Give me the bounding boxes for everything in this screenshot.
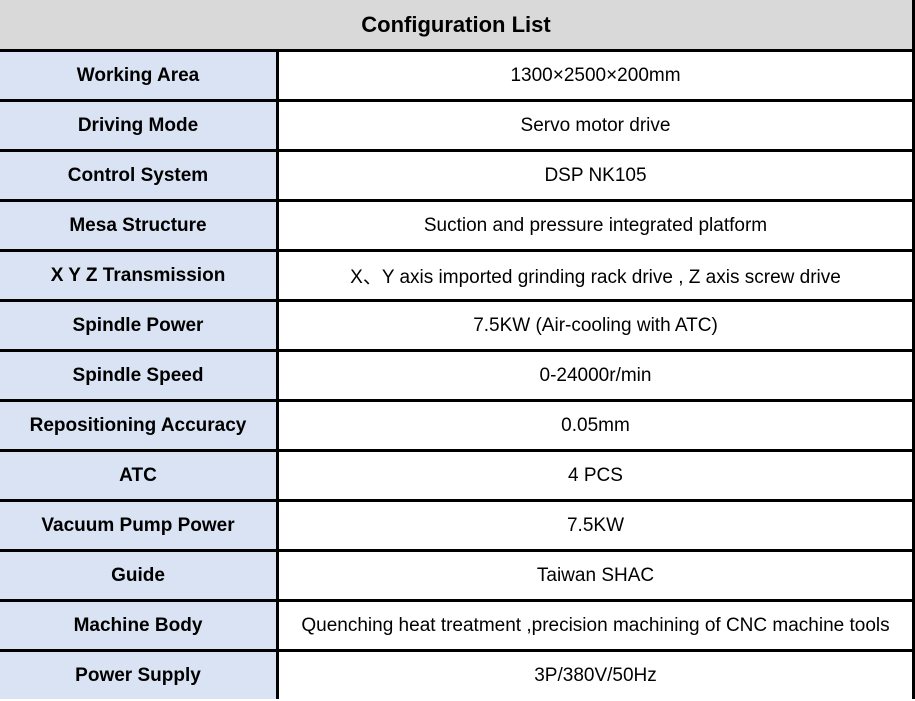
row-label: Spindle Speed [0, 352, 279, 399]
row-value: 1300×2500×200mm [279, 52, 915, 99]
row-value: X、Y axis imported grinding rack drive , … [279, 252, 915, 299]
row-value: Taiwan SHAC [279, 552, 915, 599]
table-row: Spindle Speed 0-24000r/min [0, 352, 915, 402]
row-label: Guide [0, 552, 279, 599]
row-label: Mesa Structure [0, 202, 279, 249]
table-row: Driving Mode Servo motor drive [0, 102, 915, 152]
table-row: Repositioning Accuracy 0.05mm [0, 402, 915, 452]
row-value: 7.5KW [279, 502, 915, 549]
row-value: 7.5KW (Air-cooling with ATC) [279, 302, 915, 349]
row-label: ATC [0, 452, 279, 499]
row-label: Working Area [0, 52, 279, 99]
table-row: X Y Z Transmission X、Y axis imported grin… [0, 252, 915, 302]
row-label: Control System [0, 152, 279, 199]
row-label: Vacuum Pump Power [0, 502, 279, 549]
row-label: Spindle Power [0, 302, 279, 349]
table-row: Power Supply 3P/380V/50Hz [0, 652, 915, 699]
row-value: Servo motor drive [279, 102, 915, 149]
row-value: 3P/380V/50Hz [279, 652, 915, 699]
row-value: 4 PCS [279, 452, 915, 499]
row-value: 0-24000r/min [279, 352, 915, 399]
table-row: Machine Body Quenching heat treatment ,pr… [0, 602, 915, 652]
row-label: Repositioning Accuracy [0, 402, 279, 449]
row-value: Quenching heat treatment ,precision mach… [279, 602, 915, 649]
row-label: Machine Body [0, 602, 279, 649]
table-row: Vacuum Pump Power 7.5KW [0, 502, 915, 552]
table-row: Guide Taiwan SHAC [0, 552, 915, 602]
table-row: Spindle Power 7.5KW (Air-cooling with ATC… [0, 302, 915, 352]
row-value: Suction and pressure integrated platform [279, 202, 915, 249]
row-value: DSP NK105 [279, 152, 915, 199]
table-row: Control System DSP NK105 [0, 152, 915, 202]
table-row: Mesa Structure Suction and pressure integ… [0, 202, 915, 252]
row-label: Driving Mode [0, 102, 279, 149]
table-row: ATC 4 PCS [0, 452, 915, 502]
row-label: X Y Z Transmission [0, 252, 279, 299]
table-title: Configuration List [0, 0, 915, 52]
row-label: Power Supply [0, 652, 279, 699]
row-value: 0.05mm [279, 402, 915, 449]
table-row: Working Area 1300×2500×200mm [0, 52, 915, 102]
table-body: Working Area 1300×2500×200mm Driving Mode S… [0, 52, 915, 699]
